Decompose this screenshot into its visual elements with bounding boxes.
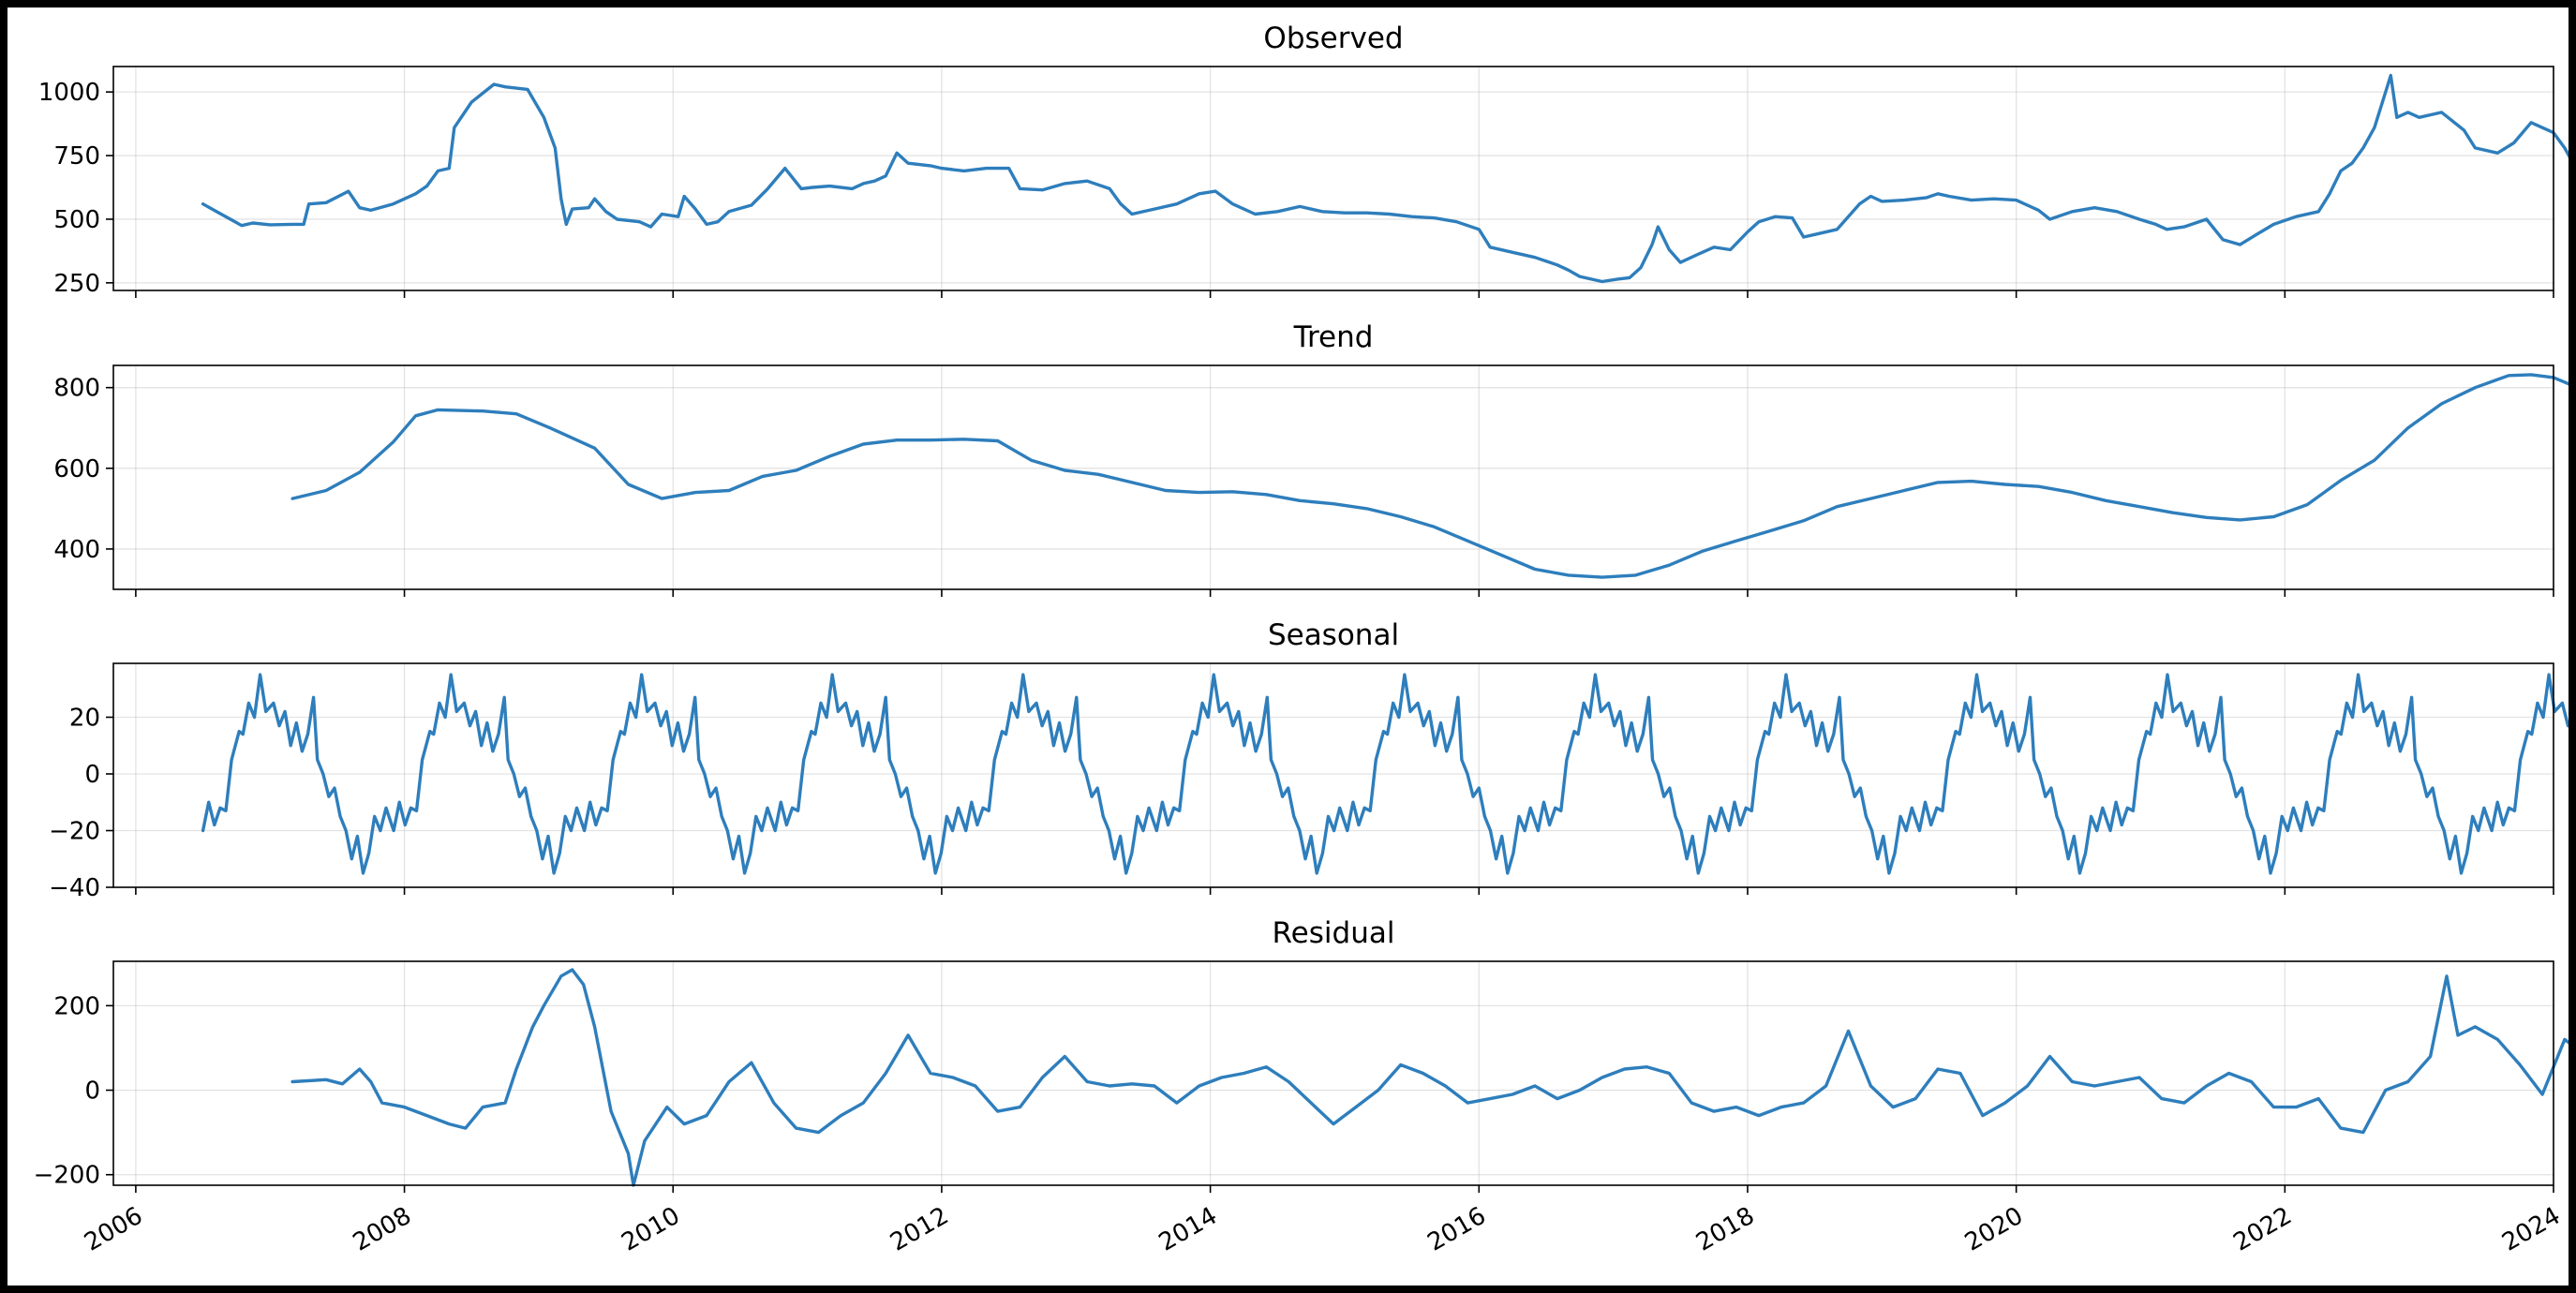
y-tick-label: 200 (53, 992, 100, 1020)
x-tick-label: 2006 (80, 1202, 147, 1257)
y-tick-label: 0 (84, 761, 100, 789)
y-tick-label: 0 (84, 1078, 100, 1106)
series-line-seasonal (201, 673, 2569, 875)
panel-seasonal: −40 −20 0 20 Seasonal (49, 618, 2569, 902)
axes-frame (112, 66, 2554, 291)
decomposition-figure: 250 500 750 1000 Observed 400 600 800 Trend −40 −2… (7, 7, 2569, 1286)
panels-layer: 250 500 750 1000 Observed 400 600 800 Trend −40 −2… (34, 22, 2569, 1193)
series-line-residual (290, 968, 2569, 1187)
x-tick-label: 2014 (1154, 1202, 1222, 1257)
panel-title: Residual (1273, 916, 1395, 950)
y-tick-label: 1000 (38, 79, 100, 107)
x-tick-label: 2012 (886, 1202, 953, 1257)
series-line-observed (201, 73, 2569, 284)
panel-residual: −200 0 200 Residual (34, 916, 2569, 1193)
panel-title: Seasonal (1268, 618, 1399, 652)
chart-canvas: 250 500 750 1000 Observed 400 600 800 Trend −40 −2… (34, 22, 2569, 1257)
y-tick-label: −200 (34, 1162, 100, 1190)
y-tick-label: 600 (53, 455, 100, 483)
x-tick-label: 2010 (617, 1202, 684, 1257)
y-tick-label: 500 (53, 206, 100, 234)
y-tick-label: 250 (53, 270, 100, 298)
x-tick-label: 2024 (2497, 1202, 2565, 1257)
series-line-trend (290, 373, 2569, 579)
axes-frame (112, 960, 2554, 1186)
y-tick-label: −40 (49, 874, 100, 902)
axes-frame (112, 662, 2554, 888)
x-tick-label: 2008 (349, 1202, 416, 1257)
x-tick-label: 2022 (2229, 1202, 2297, 1257)
y-tick-label: 20 (69, 704, 100, 732)
y-tick-label: 750 (53, 142, 100, 171)
y-tick-label: −20 (49, 817, 100, 845)
shared-x-axis: 2006 2008 2010 2012 2014 2016 2018 2020 2022 2024 (80, 1202, 2565, 1257)
axes-frame (112, 364, 2554, 590)
x-tick-label: 2020 (1960, 1202, 2028, 1257)
panel-trend: 400 600 800 Trend (53, 320, 2569, 597)
y-tick-label: 800 (53, 375, 100, 403)
panel-observed: 250 500 750 1000 Observed (38, 22, 2569, 298)
x-tick-label: 2018 (1691, 1202, 1759, 1257)
x-tick-label: 2016 (1422, 1202, 1490, 1257)
y-tick-label: 400 (53, 536, 100, 564)
panel-title: Observed (1263, 22, 1403, 55)
panel-title: Trend (1293, 320, 1374, 354)
